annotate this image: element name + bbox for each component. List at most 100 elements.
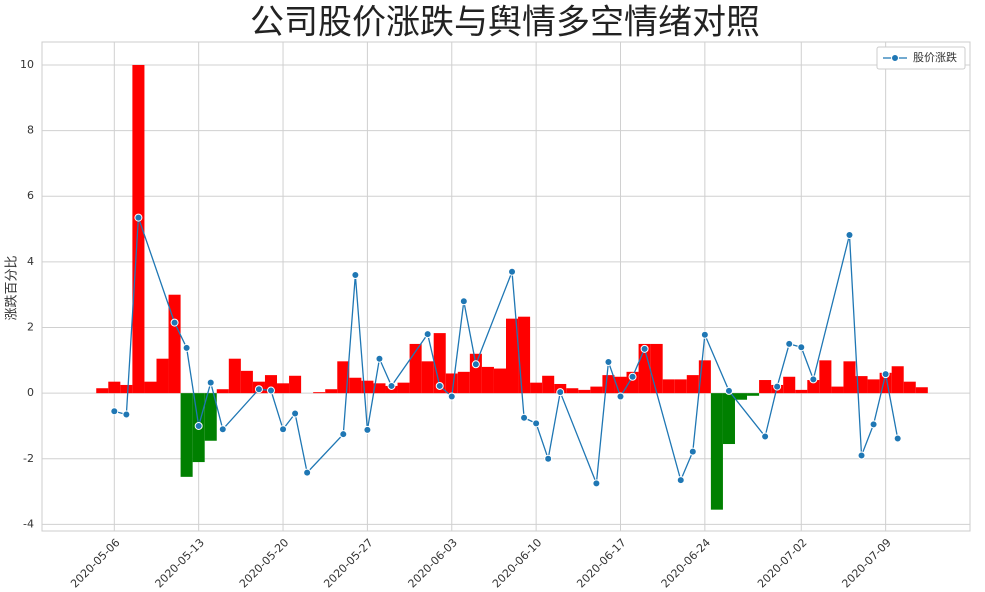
x-tick-label: 2020-06-24 <box>659 536 713 590</box>
bar <box>493 368 506 394</box>
point <box>447 392 456 401</box>
point <box>194 421 203 430</box>
x-tick-label: 2020-05-27 <box>321 536 375 590</box>
point <box>266 386 275 395</box>
point <box>881 370 890 379</box>
y-tick-label: 6 <box>27 189 34 202</box>
bar <box>349 377 362 394</box>
legend-marker <box>891 54 899 62</box>
bar <box>674 379 687 394</box>
bar <box>747 393 760 396</box>
point <box>303 468 312 477</box>
x-tick-label: 2020-06-10 <box>490 536 544 590</box>
bar <box>216 389 229 394</box>
y-tick-label: -2 <box>23 452 34 465</box>
point <box>700 330 709 339</box>
point <box>628 372 637 381</box>
point <box>170 318 179 327</box>
point <box>556 388 565 397</box>
point <box>351 271 360 280</box>
point <box>363 425 372 434</box>
point <box>785 339 794 348</box>
point <box>375 354 384 363</box>
point <box>423 330 432 339</box>
x-tick-label: 2020-05-20 <box>237 536 291 590</box>
point <box>544 454 553 463</box>
bar <box>518 316 531 394</box>
point <box>279 425 288 434</box>
bar <box>469 353 482 394</box>
point <box>869 420 878 429</box>
x-tick-label: 2020-06-17 <box>574 536 628 590</box>
bar <box>722 393 735 445</box>
bar <box>903 381 916 394</box>
point <box>218 425 227 434</box>
x-tick-label: 2020-05-06 <box>68 536 122 590</box>
bar <box>566 388 579 394</box>
bar <box>397 382 410 394</box>
bar <box>180 393 193 477</box>
point <box>122 410 131 419</box>
bar <box>506 318 519 394</box>
y-axis-label: 涨跌百分比 <box>4 255 20 320</box>
point <box>688 447 697 456</box>
bar <box>783 376 796 394</box>
bar <box>602 375 615 394</box>
bar <box>168 294 181 394</box>
bar <box>530 382 543 394</box>
bar <box>710 393 723 510</box>
bar <box>734 393 748 400</box>
bar <box>915 387 928 394</box>
y-tick-label: 10 <box>20 58 34 71</box>
point <box>592 479 601 488</box>
y-tick-label: 4 <box>27 255 34 268</box>
bar <box>867 379 880 394</box>
point <box>339 430 348 439</box>
point <box>520 413 529 422</box>
bar <box>445 373 458 394</box>
point <box>773 382 782 391</box>
bar <box>457 371 470 394</box>
point <box>797 343 806 352</box>
x-tick-label: 2020-07-02 <box>755 536 809 590</box>
bar <box>120 384 133 394</box>
point <box>857 451 866 460</box>
point <box>676 476 685 485</box>
point <box>254 385 263 394</box>
point <box>459 297 468 306</box>
bar <box>108 381 121 394</box>
point <box>761 432 770 441</box>
bar <box>843 361 856 394</box>
bar <box>325 389 338 394</box>
bar <box>590 386 603 394</box>
bar <box>807 380 820 394</box>
bar <box>686 375 699 394</box>
bar <box>542 375 555 394</box>
point <box>640 344 649 353</box>
bar <box>650 343 663 394</box>
bar <box>240 370 253 394</box>
y-tick-label: 8 <box>27 124 34 137</box>
chart-title: 公司股价涨跌与舆情多空情绪对照 <box>250 3 760 43</box>
point <box>809 375 818 384</box>
legend-label: 股价涨跌 <box>913 50 957 64</box>
point <box>387 381 396 390</box>
x-tick-label: 2020-06-03 <box>406 536 460 590</box>
point <box>616 392 625 401</box>
point <box>604 357 613 366</box>
bar <box>795 389 808 394</box>
bar <box>891 366 904 394</box>
bar <box>132 64 145 394</box>
point <box>471 360 480 369</box>
bar <box>156 358 169 394</box>
point <box>182 343 191 352</box>
bar <box>578 389 591 394</box>
bar <box>313 392 326 394</box>
bar <box>481 366 494 394</box>
bar <box>228 358 241 394</box>
bar <box>144 381 157 394</box>
bar <box>277 383 290 394</box>
legend-box <box>876 46 966 70</box>
